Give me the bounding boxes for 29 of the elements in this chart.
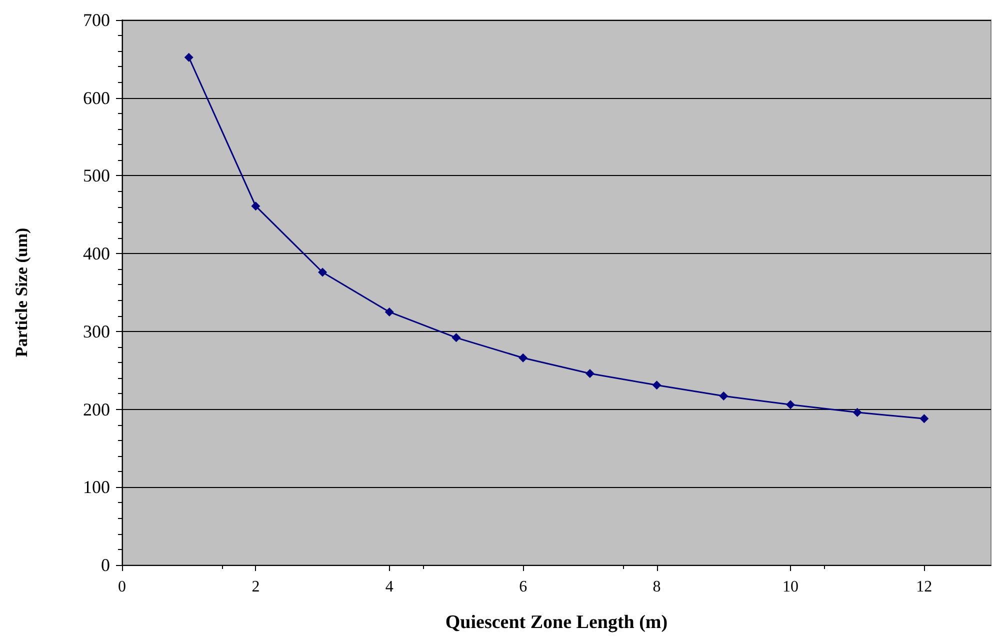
y-tick-label: 400 — [83, 244, 110, 264]
y-tick-label: 500 — [83, 166, 110, 186]
x-axis-title: Quiescent Zone Length (m) — [445, 612, 668, 633]
x-tick-label: 6 — [519, 578, 528, 596]
x-tick-label: 8 — [652, 578, 661, 596]
y-tick-label: 300 — [83, 321, 110, 342]
y-tick-label: 0 — [101, 555, 110, 575]
point — [786, 400, 795, 410]
point — [719, 392, 728, 401]
x-tick-label: 4 — [385, 578, 394, 596]
point — [384, 307, 394, 316]
point — [452, 333, 461, 342]
x-tick-label: 10 — [782, 578, 798, 596]
y-tick-label: 200 — [83, 399, 110, 420]
point — [518, 353, 528, 362]
point — [585, 368, 594, 378]
point — [920, 414, 929, 424]
y-tick-label: 600 — [83, 88, 110, 108]
point — [652, 380, 662, 390]
point — [318, 268, 328, 277]
point — [251, 202, 260, 211]
point — [852, 408, 862, 417]
point — [184, 52, 194, 62]
y-tick-label: 100 — [83, 477, 110, 498]
x-tick-label: 12 — [916, 578, 932, 596]
y-tick-label: 700 — [83, 10, 110, 30]
y-axis-title: Particle Size (um) — [12, 228, 31, 358]
x-tick-label: 2 — [252, 578, 260, 596]
x-tick-label: 0 — [118, 578, 126, 596]
